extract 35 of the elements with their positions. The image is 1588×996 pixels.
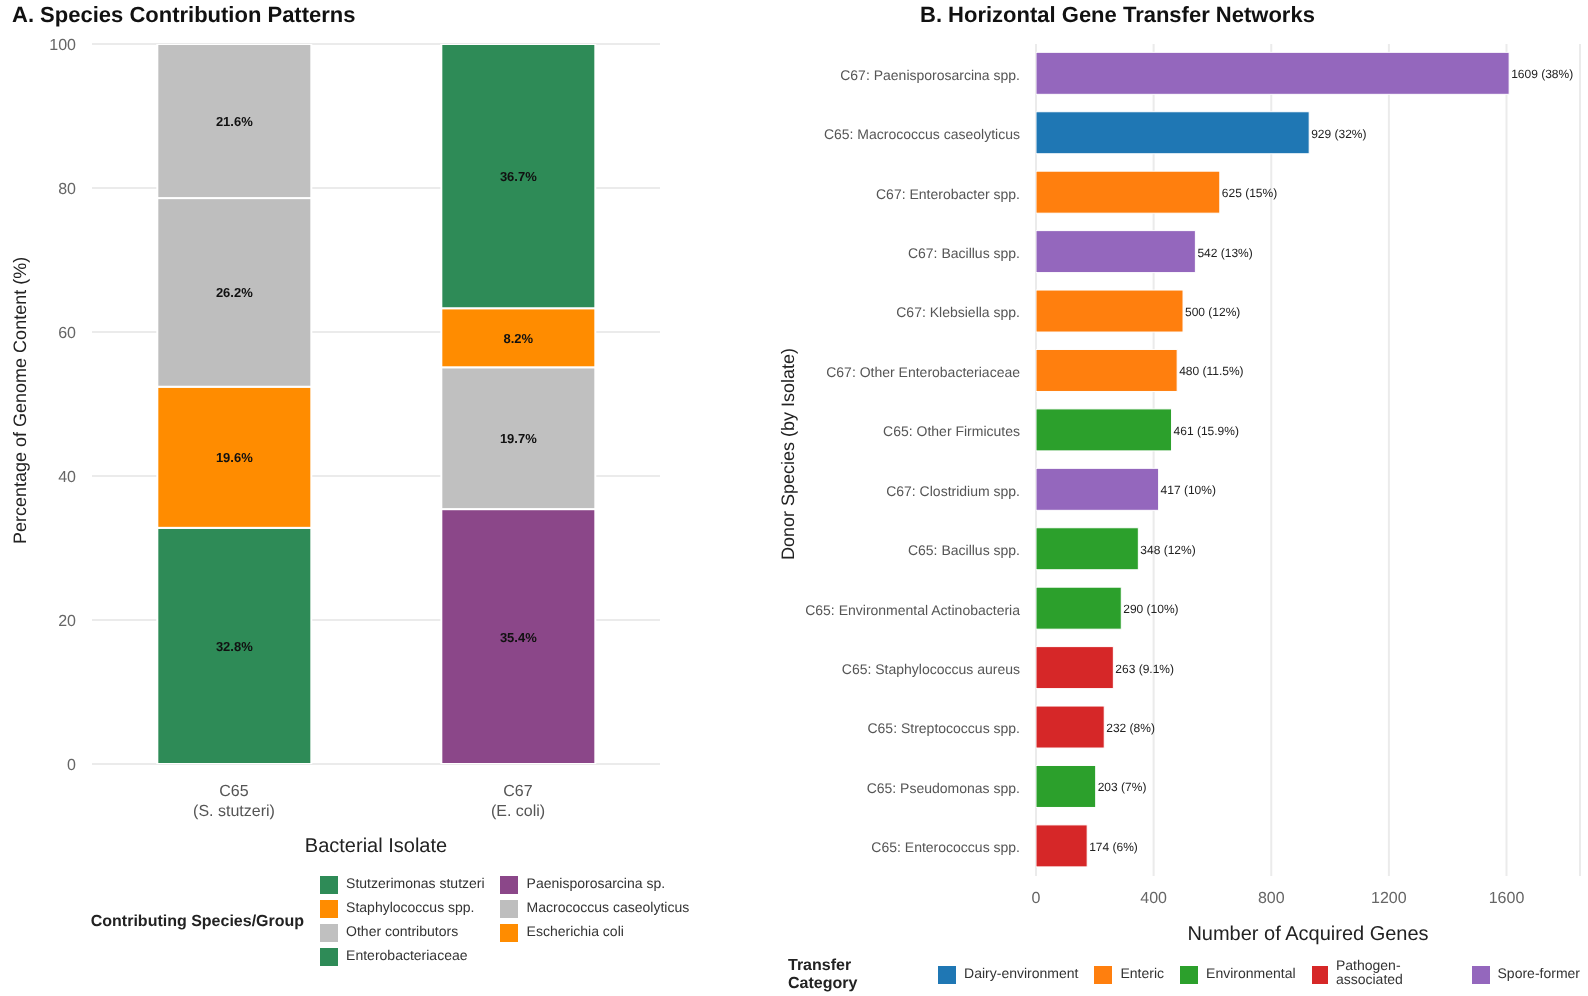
y-tick-label: 0 — [67, 755, 78, 774]
bar — [1036, 764, 1097, 808]
x-tick-label: C67 (E. coli) — [490, 782, 546, 820]
legend-title: Transfer Category — [788, 956, 860, 992]
x-tick-label: 0 — [1031, 889, 1042, 908]
y-axis-title: Percentage of Genome Content (%) — [10, 256, 31, 544]
bar — [1036, 230, 1196, 274]
chart-title: B. Horizontal Gene Transfer Networks — [918, 2, 1317, 32]
x-axis-title: Bacterial Isolate — [304, 836, 449, 858]
y-tick-label: 20 — [58, 611, 78, 630]
bar — [1036, 408, 1173, 452]
x-tick-label: 400 — [1140, 889, 1169, 908]
bar — [1036, 467, 1160, 511]
bar — [1036, 824, 1088, 868]
bar — [1036, 586, 1122, 630]
x-tick-label: 1600 — [1488, 889, 1526, 908]
x-tick-label: C65 (S. stutzeri) — [193, 782, 276, 820]
bar — [1036, 51, 1510, 95]
bar — [1036, 170, 1221, 214]
chart-title: A. Species Contribution Patterns — [10, 2, 358, 32]
y-axis-title: Donor Species (by Isolate) — [778, 347, 799, 560]
legend-title: Contributing Species/Group — [90, 912, 305, 930]
x-tick-label: 800 — [1257, 889, 1286, 908]
bar — [1036, 527, 1139, 571]
y-tick-label: 80 — [58, 179, 78, 198]
y-tick-label: 100 — [49, 35, 78, 54]
y-tick-label: 60 — [58, 323, 78, 342]
bar — [1036, 289, 1184, 333]
x-axis-title: Number of Acquired Genes — [1187, 924, 1429, 946]
y-tick-label: 40 — [58, 467, 78, 486]
bar — [1036, 646, 1114, 690]
bar — [1036, 111, 1310, 155]
x-tick-label: 1200 — [1371, 889, 1408, 908]
bar — [1036, 348, 1178, 392]
bar — [1036, 705, 1105, 749]
